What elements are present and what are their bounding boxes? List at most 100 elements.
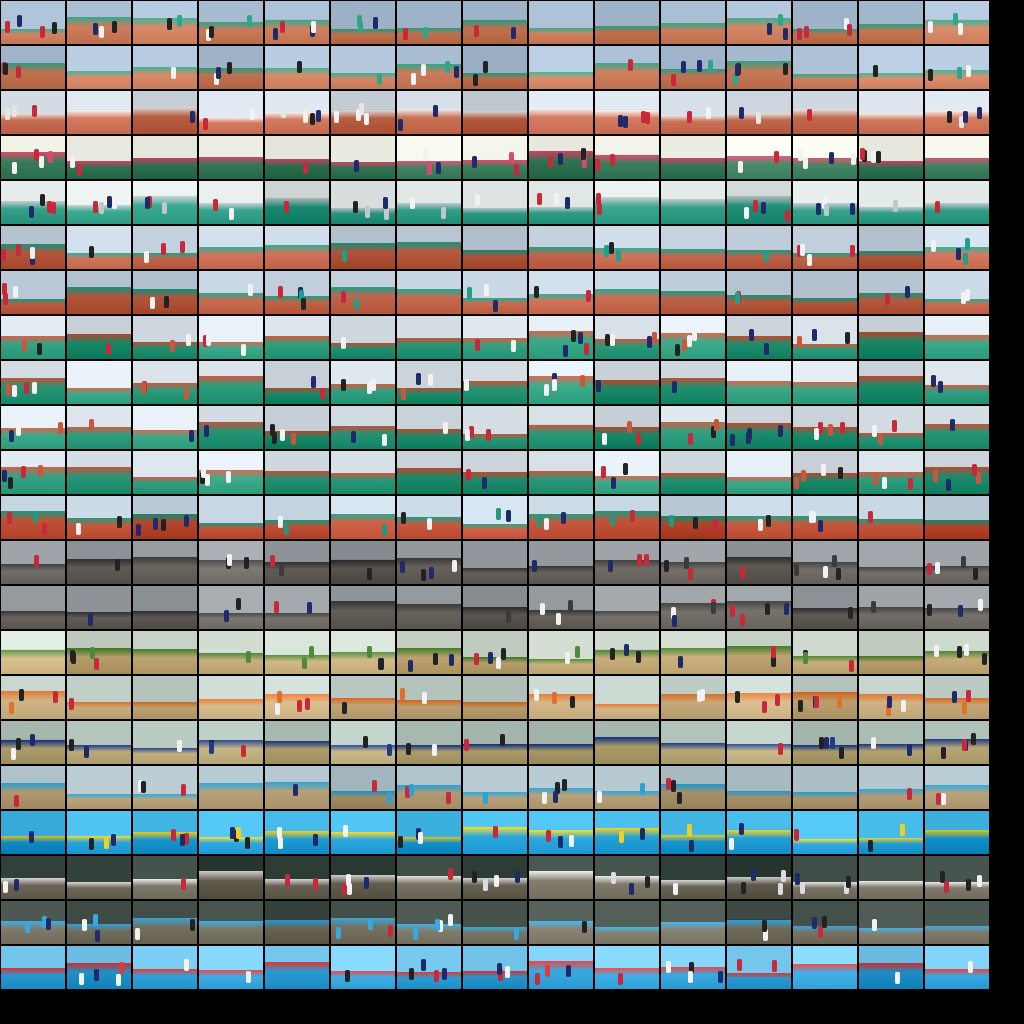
photo-thumbnail[interactable] (1, 406, 65, 449)
photo-thumbnail[interactable] (1, 1, 65, 44)
photo-thumbnail[interactable] (727, 901, 791, 944)
photo-thumbnail[interactable] (925, 496, 989, 539)
photo-thumbnail[interactable] (331, 451, 395, 494)
photo-thumbnail[interactable] (67, 721, 131, 764)
photo-thumbnail[interactable] (661, 1, 725, 44)
photo-thumbnail[interactable] (331, 946, 395, 989)
photo-thumbnail[interactable] (595, 226, 659, 269)
photo-thumbnail[interactable] (133, 721, 197, 764)
photo-thumbnail[interactable] (793, 541, 857, 584)
photo-thumbnail[interactable] (859, 226, 923, 269)
photo-thumbnail[interactable] (529, 181, 593, 224)
photo-thumbnail[interactable] (595, 856, 659, 899)
photo-thumbnail[interactable] (463, 46, 527, 89)
photo-thumbnail[interactable] (1, 451, 65, 494)
photo-thumbnail[interactable] (397, 451, 461, 494)
photo-thumbnail[interactable] (661, 721, 725, 764)
photo-thumbnail[interactable] (1, 586, 65, 629)
photo-thumbnail[interactable] (595, 451, 659, 494)
photo-thumbnail[interactable] (463, 946, 527, 989)
photo-thumbnail[interactable] (331, 271, 395, 314)
photo-thumbnail[interactable] (397, 811, 461, 854)
photo-thumbnail[interactable] (67, 451, 131, 494)
photo-thumbnail[interactable] (595, 1, 659, 44)
photo-thumbnail[interactable] (529, 316, 593, 359)
photo-thumbnail[interactable] (859, 316, 923, 359)
photo-thumbnail[interactable] (661, 451, 725, 494)
photo-thumbnail[interactable] (199, 226, 263, 269)
photo-thumbnail[interactable] (925, 901, 989, 944)
photo-thumbnail[interactable] (133, 1, 197, 44)
photo-thumbnail[interactable] (331, 676, 395, 719)
photo-thumbnail[interactable] (397, 406, 461, 449)
photo-thumbnail[interactable] (199, 361, 263, 404)
photo-thumbnail[interactable] (463, 631, 527, 674)
photo-thumbnail[interactable] (133, 496, 197, 539)
photo-thumbnail[interactable] (463, 541, 527, 584)
photo-thumbnail[interactable] (265, 361, 329, 404)
photo-thumbnail[interactable] (925, 316, 989, 359)
photo-thumbnail[interactable] (397, 136, 461, 179)
photo-thumbnail[interactable] (793, 316, 857, 359)
photo-thumbnail[interactable] (793, 406, 857, 449)
photo-thumbnail[interactable] (595, 766, 659, 809)
photo-thumbnail[interactable] (595, 946, 659, 989)
photo-thumbnail[interactable] (463, 586, 527, 629)
photo-thumbnail[interactable] (133, 856, 197, 899)
photo-thumbnail[interactable] (727, 721, 791, 764)
photo-thumbnail[interactable] (463, 226, 527, 269)
photo-thumbnail[interactable] (925, 181, 989, 224)
photo-thumbnail[interactable] (661, 676, 725, 719)
photo-thumbnail[interactable] (859, 136, 923, 179)
photo-thumbnail[interactable] (331, 721, 395, 764)
photo-thumbnail[interactable] (661, 226, 725, 269)
photo-thumbnail[interactable] (1, 541, 65, 584)
photo-thumbnail[interactable] (595, 316, 659, 359)
photo-thumbnail[interactable] (727, 946, 791, 989)
photo-thumbnail[interactable] (793, 586, 857, 629)
photo-thumbnail[interactable] (1, 766, 65, 809)
photo-thumbnail[interactable] (595, 136, 659, 179)
photo-thumbnail[interactable] (67, 946, 131, 989)
photo-thumbnail[interactable] (925, 226, 989, 269)
photo-thumbnail[interactable] (397, 316, 461, 359)
photo-thumbnail[interactable] (1, 901, 65, 944)
photo-thumbnail[interactable] (133, 181, 197, 224)
photo-thumbnail[interactable] (265, 1, 329, 44)
photo-thumbnail[interactable] (529, 631, 593, 674)
photo-thumbnail[interactable] (331, 316, 395, 359)
photo-thumbnail[interactable] (133, 541, 197, 584)
photo-thumbnail[interactable] (133, 946, 197, 989)
photo-thumbnail[interactable] (463, 451, 527, 494)
photo-thumbnail[interactable] (265, 226, 329, 269)
photo-thumbnail[interactable] (925, 91, 989, 134)
photo-thumbnail[interactable] (925, 406, 989, 449)
photo-thumbnail[interactable] (199, 406, 263, 449)
photo-thumbnail[interactable] (727, 271, 791, 314)
photo-thumbnail[interactable] (727, 406, 791, 449)
photo-thumbnail[interactable] (859, 406, 923, 449)
photo-thumbnail[interactable] (331, 181, 395, 224)
photo-thumbnail[interactable] (727, 361, 791, 404)
photo-thumbnail[interactable] (859, 181, 923, 224)
photo-thumbnail[interactable] (727, 631, 791, 674)
photo-thumbnail[interactable] (793, 226, 857, 269)
photo-thumbnail[interactable] (595, 46, 659, 89)
photo-thumbnail[interactable] (925, 676, 989, 719)
photo-thumbnail[interactable] (793, 946, 857, 989)
photo-thumbnail[interactable] (199, 271, 263, 314)
photo-thumbnail[interactable] (463, 766, 527, 809)
photo-thumbnail[interactable] (925, 946, 989, 989)
photo-thumbnail[interactable] (397, 721, 461, 764)
photo-thumbnail[interactable] (595, 631, 659, 674)
photo-thumbnail[interactable] (859, 361, 923, 404)
photo-thumbnail[interactable] (199, 496, 263, 539)
photo-thumbnail[interactable] (199, 316, 263, 359)
photo-thumbnail[interactable] (67, 496, 131, 539)
photo-thumbnail[interactable] (397, 901, 461, 944)
photo-thumbnail[interactable] (727, 136, 791, 179)
photo-thumbnail[interactable] (199, 676, 263, 719)
photo-thumbnail[interactable] (397, 1, 461, 44)
photo-thumbnail[interactable] (1, 946, 65, 989)
photo-thumbnail[interactable] (133, 406, 197, 449)
